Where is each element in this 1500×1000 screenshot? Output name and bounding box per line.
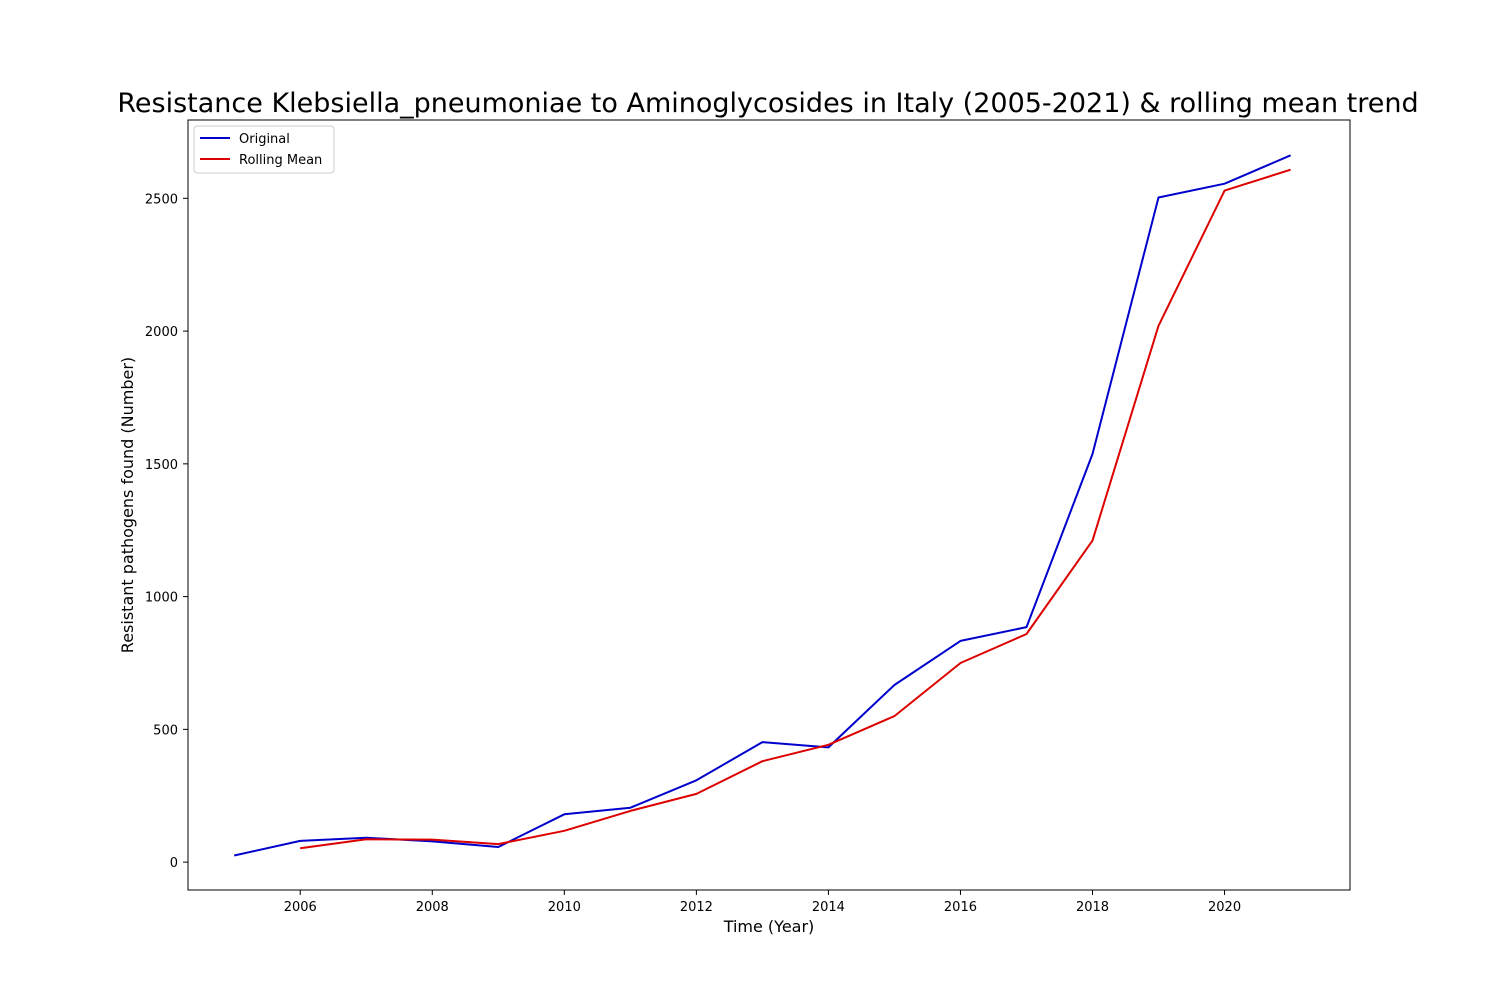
series-line-original	[233, 154, 1291, 857]
y-tick-label: 500	[153, 723, 178, 738]
legend: Original Rolling Mean	[193, 125, 335, 174]
x-tick-label: 2012	[680, 900, 713, 915]
x-tick-label: 2006	[284, 900, 317, 915]
y-tick-label: 2000	[145, 325, 178, 340]
x-axis: 2006 2008 2010 2012 2014 2016 2018 2020	[284, 890, 1241, 915]
y-axis-label: Resistant pathogens found (Number)	[118, 357, 137, 653]
x-axis-label: Time (Year)	[723, 917, 815, 936]
legend-label-original: Original	[239, 132, 290, 147]
chart-title: Resistance Klebsiella_pneumoniae to Amin…	[117, 88, 1418, 119]
y-tick-label: 1000	[145, 591, 178, 606]
x-tick-label: 2018	[1076, 900, 1109, 915]
x-tick-label: 2008	[416, 900, 449, 915]
y-axis: 0 500 1000 1500 2000 2500	[145, 192, 188, 871]
x-tick-label: 2020	[1208, 900, 1241, 915]
legend-label-rolling-mean: Rolling Mean	[239, 153, 322, 168]
y-tick-label: 0	[170, 856, 178, 871]
x-tick-label: 2016	[944, 900, 977, 915]
x-tick-label: 2014	[812, 900, 845, 915]
series-line-rolling-mean	[300, 168, 1291, 850]
y-tick-label: 2500	[145, 192, 178, 207]
x-tick-label: 2010	[548, 900, 581, 915]
plot-area-frame	[187, 119, 1351, 891]
series-lines	[233, 154, 1291, 857]
y-tick-label: 1500	[145, 458, 178, 473]
